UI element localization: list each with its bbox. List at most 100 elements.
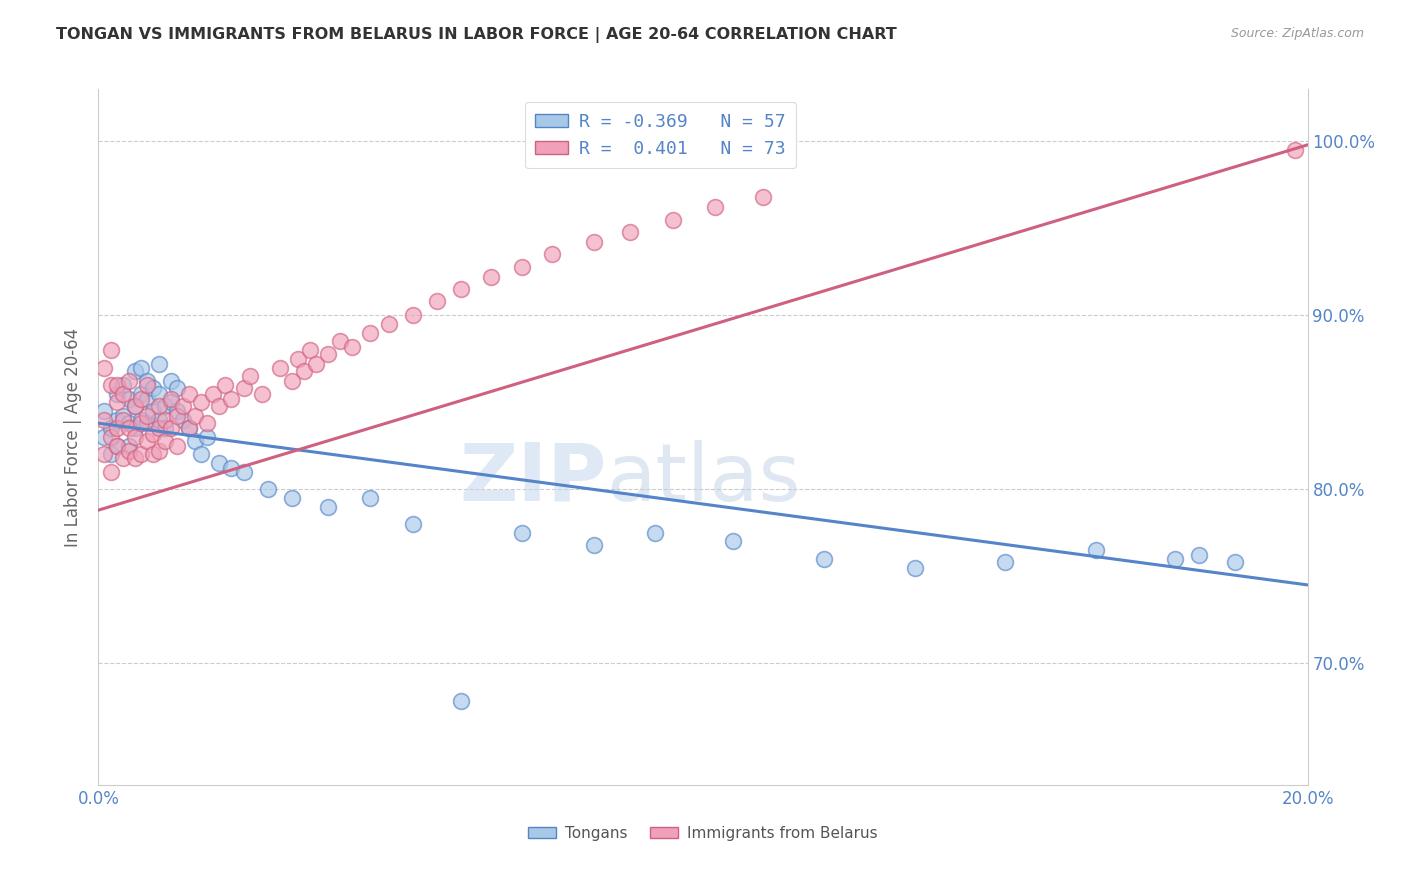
Point <box>202 386 225 401</box>
Point <box>100 377 122 392</box>
Point <box>100 447 122 462</box>
Point <box>329 334 352 349</box>
Point <box>583 235 606 250</box>
Point <box>105 386 128 401</box>
Point <box>129 447 152 462</box>
Point <box>426 294 449 309</box>
Point <box>166 439 188 453</box>
Point <box>93 360 115 375</box>
Point <box>360 326 382 340</box>
Point <box>129 360 152 375</box>
Point <box>450 282 472 296</box>
Point <box>160 392 183 406</box>
Point <box>148 412 170 426</box>
Point <box>221 461 243 475</box>
Point <box>510 525 533 540</box>
Point <box>1163 551 1185 566</box>
Point <box>402 516 425 531</box>
Point <box>292 364 315 378</box>
Point <box>166 381 188 395</box>
Point <box>1284 143 1306 157</box>
Point <box>166 409 188 424</box>
Point <box>256 482 278 496</box>
Point <box>160 395 183 409</box>
Point <box>118 392 141 406</box>
Point <box>135 409 157 424</box>
Point <box>105 439 128 453</box>
Point <box>214 377 236 392</box>
Point <box>124 364 146 378</box>
Point <box>148 444 170 458</box>
Point <box>172 399 194 413</box>
Point <box>160 421 183 435</box>
Point <box>100 421 122 435</box>
Point <box>269 360 291 375</box>
Text: ZIP: ZIP <box>458 440 606 518</box>
Point <box>166 404 188 418</box>
Point <box>100 430 122 444</box>
Point <box>124 399 146 413</box>
Point <box>281 491 304 505</box>
Point <box>129 412 152 426</box>
Point <box>221 392 243 406</box>
Point <box>377 317 399 331</box>
Point <box>450 694 472 708</box>
Point <box>723 534 745 549</box>
Point <box>402 308 425 322</box>
Text: TONGAN VS IMMIGRANTS FROM BELARUS IN LABOR FORCE | AGE 20-64 CORRELATION CHART: TONGAN VS IMMIGRANTS FROM BELARUS IN LAB… <box>56 27 897 43</box>
Point <box>111 377 134 392</box>
Point <box>135 377 157 392</box>
Point <box>179 421 201 435</box>
Point <box>100 343 122 357</box>
Point <box>105 439 128 453</box>
Point <box>195 416 218 430</box>
Point <box>129 392 152 406</box>
Point <box>124 430 146 444</box>
Point <box>510 260 533 274</box>
Y-axis label: In Labor Force | Age 20-64: In Labor Force | Age 20-64 <box>65 327 83 547</box>
Point <box>661 212 683 227</box>
Point <box>118 416 141 430</box>
Point <box>153 421 176 435</box>
Point <box>316 500 339 514</box>
Point <box>619 225 641 239</box>
Point <box>105 377 128 392</box>
Point <box>105 412 128 426</box>
Point <box>135 416 157 430</box>
Point <box>160 375 183 389</box>
Point <box>299 343 322 357</box>
Point <box>1223 555 1246 569</box>
Point <box>583 538 606 552</box>
Point <box>111 386 134 401</box>
Point <box>148 357 170 371</box>
Point <box>1188 549 1211 563</box>
Point <box>105 421 128 435</box>
Point <box>118 375 141 389</box>
Point <box>148 421 170 435</box>
Point <box>118 421 141 435</box>
Point <box>142 447 165 462</box>
Point <box>142 381 165 395</box>
Point <box>704 201 727 215</box>
Point <box>124 421 146 435</box>
Point <box>179 421 201 435</box>
Point <box>184 434 207 448</box>
Point <box>208 399 231 413</box>
Point <box>153 434 176 448</box>
Point <box>232 381 254 395</box>
Point <box>148 386 170 401</box>
Point <box>281 375 304 389</box>
Point <box>93 430 115 444</box>
Point <box>172 412 194 426</box>
Point <box>342 340 364 354</box>
Point <box>195 430 218 444</box>
Point <box>481 270 503 285</box>
Point <box>153 399 176 413</box>
Point <box>118 439 141 453</box>
Point <box>118 444 141 458</box>
Point <box>142 404 165 418</box>
Point <box>250 386 273 401</box>
Point <box>111 412 134 426</box>
Point <box>135 434 157 448</box>
Point <box>813 551 835 566</box>
